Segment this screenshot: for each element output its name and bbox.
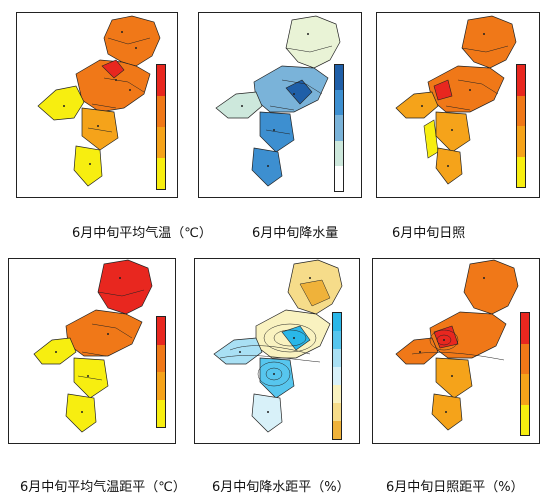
region-west [213,337,263,365]
station-points [63,31,137,165]
map-avg-temperature [37,15,161,187]
colorbar-swatch [333,349,341,367]
panel-avg-temperature [4,8,186,208]
colorbar-legend [520,312,530,436]
map-avg-temperature-anomaly [33,259,153,433]
region-south [435,111,471,153]
panel-precipitation-anomaly [190,254,372,452]
region-south [259,357,295,399]
colorbar-swatch [333,403,341,421]
colorbar-swatch [157,344,165,372]
region-south [435,357,473,399]
region-far-south [251,147,283,187]
colorbar-swatch [521,313,529,344]
region-north-gold [299,279,331,307]
caption-precipitation-anomaly: 6月中旬降水距平（%） [212,480,350,495]
region-south [81,107,119,151]
colorbar-swatch [157,372,165,400]
map-precipitation-anomaly [213,259,343,433]
colorbar-swatch [157,65,165,96]
region-center [65,309,143,357]
colorbar-legend [332,312,342,440]
region-center [75,59,151,113]
region-west [33,337,77,365]
region-far-south [65,393,97,433]
panel-sunshine [372,8,554,208]
contour-lines [219,323,321,387]
colorbar-swatch [517,95,525,126]
map-sunshine-anomaly [395,259,519,431]
colorbar-swatch [335,140,343,166]
colorbar-swatch [521,374,529,405]
colorbar-swatch [335,90,343,116]
colorbar-swatch [333,331,341,349]
caption-avg-temperature-anomaly: 6月中旬平均气温距平（℃） [20,480,186,495]
colorbar-swatch [333,313,341,331]
region-west [37,85,85,121]
colorbar-legend [156,64,166,190]
colorbar-swatch [157,158,165,189]
region-wet-center [281,325,311,351]
map-sunshine [395,15,517,185]
caption-sunshine: 6月中旬日照 [392,226,466,241]
colorbar-legend [334,64,344,192]
region-north [285,15,341,69]
caption-avg-temperature: 6月中旬平均气温（℃） [72,226,212,241]
panel-avg-temperature-anomaly [4,254,186,452]
region-north [97,259,153,315]
colorbar-swatch [521,343,529,374]
contour-lines [411,329,505,361]
colorbar-swatch [521,404,529,435]
region-west [395,337,439,365]
panel-sunshine-anomaly [372,254,554,452]
colorbar-swatch [517,65,525,96]
region-far-south [251,393,283,433]
colorbar-swatch [157,399,165,427]
region-north [103,15,161,67]
region-west [215,91,263,119]
region-hot [433,79,453,101]
colorbar-swatch [333,421,341,439]
region-north [463,259,519,315]
colorbar-swatch [333,367,341,385]
colorbar-swatch [335,65,343,91]
colorbar-legend [156,316,166,428]
colorbar-swatch [335,115,343,141]
colorbar-swatch [157,96,165,127]
region-north [461,15,517,69]
colorbar-swatch [157,127,165,158]
colorbar-swatch [157,317,165,345]
caption-precipitation: 6月中旬降水量 [252,226,339,241]
map-precipitation [215,15,341,187]
colorbar-legend [516,64,526,188]
caption-sunshine-anomaly: 6月中旬日照距平（%） [386,480,524,495]
colorbar-swatch [335,165,343,191]
region-far-south [73,145,103,187]
region-west [395,91,439,119]
panel-precipitation [190,8,372,208]
colorbar-swatch [517,156,525,187]
region-hot [101,59,125,79]
colorbar-swatch [517,126,525,157]
colorbar-swatch [333,385,341,403]
